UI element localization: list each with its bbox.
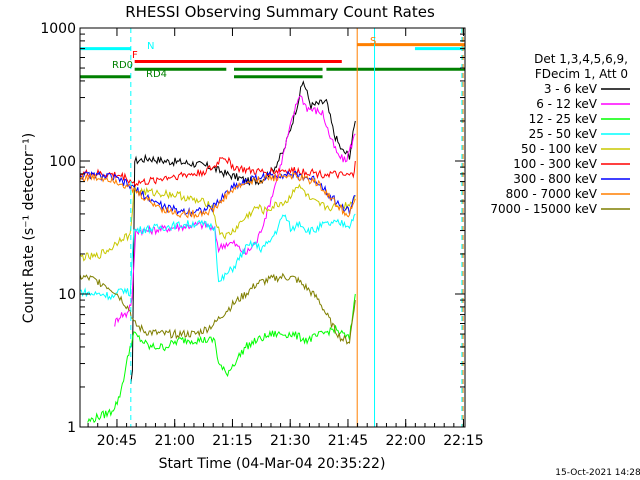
data-layer (79, 80, 356, 424)
x-tick-label-4: 21:45 (328, 433, 368, 449)
x-tick-label-0: 20:45 (97, 433, 137, 449)
state-label-rd0: RD0 (112, 60, 133, 71)
legend-label-0: 3 - 6 keV (544, 82, 598, 96)
state-label-n: N (147, 41, 154, 52)
y-tick-label-3: 1000 (40, 21, 76, 37)
y-tick-label-1: 10 (58, 287, 76, 303)
legend-label-8: 7000 - 15000 keV (490, 202, 597, 216)
y-axis-label: Count Rate (s⁻¹ detector⁻¹) (21, 133, 37, 323)
plot-frame (79, 27, 466, 428)
x-tick-label-1: 21:00 (155, 433, 195, 449)
series-line-3 (79, 213, 356, 301)
chart-title: RHESSI Observing Summary Count Rates (125, 3, 435, 21)
series-line-8 (79, 272, 356, 345)
series-line-2 (87, 293, 356, 424)
state-label-s: S (370, 36, 376, 47)
legend-label-5: 100 - 300 keV (513, 157, 597, 171)
legend: Det 1,3,4,5,6,9,FDecim 1, Att 03 - 6 keV… (490, 52, 630, 216)
state-label-f: F (132, 50, 138, 61)
footer-date: 15-Oct-2021 14:28 (555, 468, 640, 478)
x-axis-label: Start Time (04-Mar-04 20:35:22) (159, 456, 386, 472)
legend-label-2: 12 - 25 keV (529, 112, 598, 126)
legend-label-7: 800 - 7000 keV (506, 187, 598, 201)
x-tick-label-3: 21:30 (270, 433, 310, 449)
legend-label-1: 6 - 12 keV (536, 97, 598, 111)
legend-header-1: FDecim 1, Att 0 (535, 67, 628, 81)
series-line-5 (79, 156, 356, 188)
series-line-1 (114, 95, 356, 327)
y-tick-label-0: 1 (67, 420, 76, 436)
x-tick-label-5: 22:00 (386, 433, 426, 449)
y-tick-label-2: 100 (49, 154, 76, 170)
legend-header-0: Det 1,3,4,5,6,9, (534, 52, 628, 66)
x-tick-label-2: 21:15 (212, 433, 252, 449)
series-line-6 (79, 170, 356, 217)
legend-label-6: 300 - 800 keV (513, 172, 597, 186)
series-line-0 (130, 80, 356, 384)
state-label-rd4: RD4 (146, 69, 167, 80)
series-line-7 (79, 171, 356, 220)
legend-label-3: 25 - 50 keV (529, 127, 598, 141)
series-line-4 (79, 183, 356, 262)
axis-layer: 20:45 21:00 21:15 21:30 21:45 22:00 22:15 1 10 10… (40, 21, 483, 449)
x-tick-label-6: 22:15 (443, 433, 483, 449)
legend-label-4: 50 - 100 keV (521, 142, 598, 156)
